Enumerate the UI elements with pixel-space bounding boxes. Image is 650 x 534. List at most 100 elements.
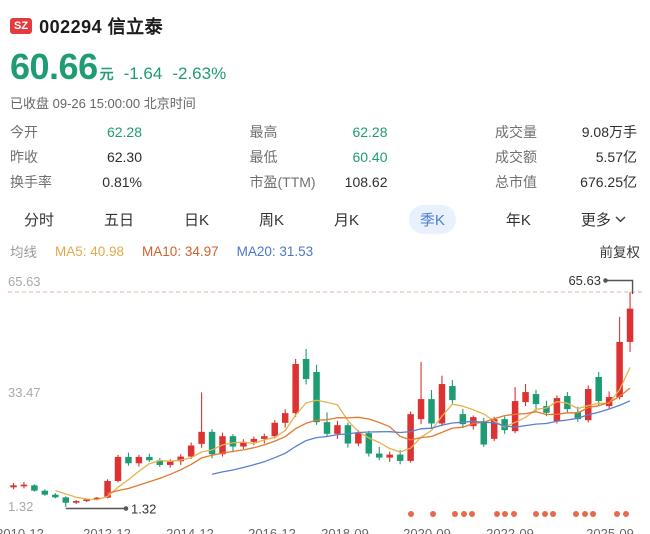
candle-body-2023-03[interactable] (522, 392, 529, 403)
x-axis-label: 2025-09 (586, 526, 634, 534)
candle-body-2019-03[interactable] (355, 433, 362, 444)
candle-body-2015-03[interactable] (187, 445, 195, 457)
adjust-mode-button[interactable]: 前复权 (599, 245, 641, 260)
candle-body-2020-03[interactable] (396, 454, 404, 461)
candle-body-2014-03[interactable] (146, 456, 153, 461)
candle-body-2023-09[interactable] (543, 406, 550, 413)
candle-body-2025-09[interactable] (626, 308, 634, 342)
price-currency: 元 (99, 66, 114, 82)
tab-yearly-label: 年K (505, 211, 531, 229)
high-annotation-label: 65.63 (568, 273, 601, 288)
tab-weekly-label: 周K (258, 211, 284, 229)
candle-body-2021-06[interactable] (449, 386, 456, 401)
event-dot (582, 511, 588, 517)
candle-body-2014-12[interactable] (177, 456, 184, 462)
candle-body-2021-03[interactable] (438, 384, 446, 424)
stock-code: 002294 (39, 17, 103, 37)
event-dot (502, 511, 508, 517)
event-dot (430, 511, 436, 517)
candle-body-2020-09[interactable] (417, 399, 425, 420)
candle-body-2024-12[interactable] (595, 377, 602, 402)
event-dot (494, 511, 500, 517)
ma5-line (55, 367, 631, 501)
ma20-line (211, 400, 631, 475)
candle-body-2013-09[interactable] (125, 456, 132, 464)
candle-body-2022-03[interactable] (480, 421, 488, 445)
candle-body-2025-03[interactable] (605, 397, 613, 407)
x-axis-label: 2014-12 (166, 526, 214, 534)
candle-body-2020-06[interactable] (407, 414, 414, 461)
candle-body-2024-06[interactable] (574, 412, 582, 420)
tab-minute[interactable]: 分时 (24, 209, 54, 230)
x-axis-label: 2018-09 (321, 526, 369, 534)
tab-5day[interactable]: 五日 (104, 209, 134, 230)
tab-weekly[interactable]: 周K (259, 209, 284, 230)
stat-turnover-rate-value: 0.81% (102, 174, 142, 190)
stat-pe-ttm: 市盈(TTM) 108.62 (250, 174, 388, 191)
candle-body-2018-09[interactable] (334, 425, 341, 434)
candle-body-2020-12[interactable] (428, 399, 435, 424)
x-axis-label: 2022-09 (486, 526, 534, 534)
candle-body-2010-12[interactable] (10, 485, 17, 488)
candle-body-2015-06[interactable] (198, 431, 205, 444)
tab-5day-label: 五日 (103, 211, 134, 229)
tab-more[interactable]: 更多 (581, 209, 626, 230)
candle-body-2019-09[interactable] (376, 453, 383, 458)
stat-high-value: 62.28 (352, 124, 388, 140)
candle-body-2021-09[interactable] (459, 414, 467, 425)
candle-body-2012-12[interactable] (93, 497, 101, 500)
candle-body-2019-06[interactable] (365, 433, 373, 454)
candle-body-2017-09[interactable] (292, 363, 299, 414)
candle-body-2017-06[interactable] (281, 413, 289, 423)
tab-yearly[interactable]: 年K (506, 209, 531, 230)
candle-body-2022-12[interactable] (511, 401, 519, 432)
candle-body-2014-09[interactable] (167, 461, 174, 465)
stat-high: 最高 62.28 (250, 124, 388, 141)
tab-monthly[interactable]: 月K (334, 209, 359, 230)
candle-body-2013-03[interactable] (104, 480, 111, 498)
candle-body-2012-09[interactable] (83, 499, 90, 502)
stock-title: 002294 信立泰 (39, 13, 163, 39)
ma5-value: MA5: 40.98 (55, 243, 125, 259)
candle-body-2011-12[interactable] (52, 494, 59, 498)
candle-body-2018-06[interactable] (323, 422, 331, 434)
candlestick-chart[interactable]: 65.63 1.32 65.63 33.47 1.32 2010-12 2012-12 201… (0, 262, 650, 534)
stat-pe-ttm-value: 108.62 (344, 174, 388, 190)
candle-body-2016-06[interactable] (240, 441, 247, 447)
candle-body-2011-09[interactable] (41, 490, 49, 495)
candle-body-2022-09[interactable] (501, 419, 508, 431)
candle-body-2022-06[interactable] (490, 419, 498, 439)
stat-low: 最低 60.40 (250, 149, 388, 166)
tab-daily[interactable]: 日K (184, 209, 209, 230)
candle-body-2025-06[interactable] (616, 341, 623, 398)
candle-body-2019-12[interactable] (386, 454, 393, 458)
price-row: 60.66 元 -1.64 -2.63% (10, 46, 640, 88)
candle-body-2023-12[interactable] (553, 398, 561, 422)
candle-body-2024-09[interactable] (585, 389, 592, 421)
candle-body-2014-06[interactable] (156, 460, 164, 465)
event-dot (590, 511, 596, 517)
candle-body-2013-12[interactable] (135, 456, 143, 464)
candle-body-2017-03[interactable] (271, 422, 279, 437)
stat-pe-ttm-label: 市盈(TTM) (249, 174, 316, 190)
price-change-percent: -2.63% (172, 64, 227, 83)
candle-body-2012-06[interactable] (72, 501, 80, 503)
stat-volume: 成交量 9.08万手 (495, 124, 637, 141)
candle-body-2016-03[interactable] (229, 436, 237, 447)
candle-body-2018-03[interactable] (313, 372, 320, 423)
candle-body-2017-12[interactable] (302, 358, 310, 380)
candle-body-2016-12[interactable] (261, 436, 268, 439)
tab-daily-label: 日K (183, 211, 209, 229)
candle-body-2011-06[interactable] (31, 485, 38, 491)
candle-body-2011-03[interactable] (20, 484, 28, 487)
tab-quarterly[interactable]: 季K (408, 204, 456, 234)
candle-body-2016-09[interactable] (250, 438, 258, 442)
stat-volume-value: 9.08万手 (581, 124, 637, 140)
event-dot (623, 511, 629, 517)
candle-body-2023-06[interactable] (532, 394, 540, 405)
tab-more-label: 更多 (580, 211, 611, 229)
candle-body-2012-03[interactable] (62, 497, 70, 503)
candle-body-2013-06[interactable] (114, 456, 122, 481)
candle-body-2015-09[interactable] (208, 431, 216, 455)
tab-minute-label: 分时 (24, 211, 55, 229)
